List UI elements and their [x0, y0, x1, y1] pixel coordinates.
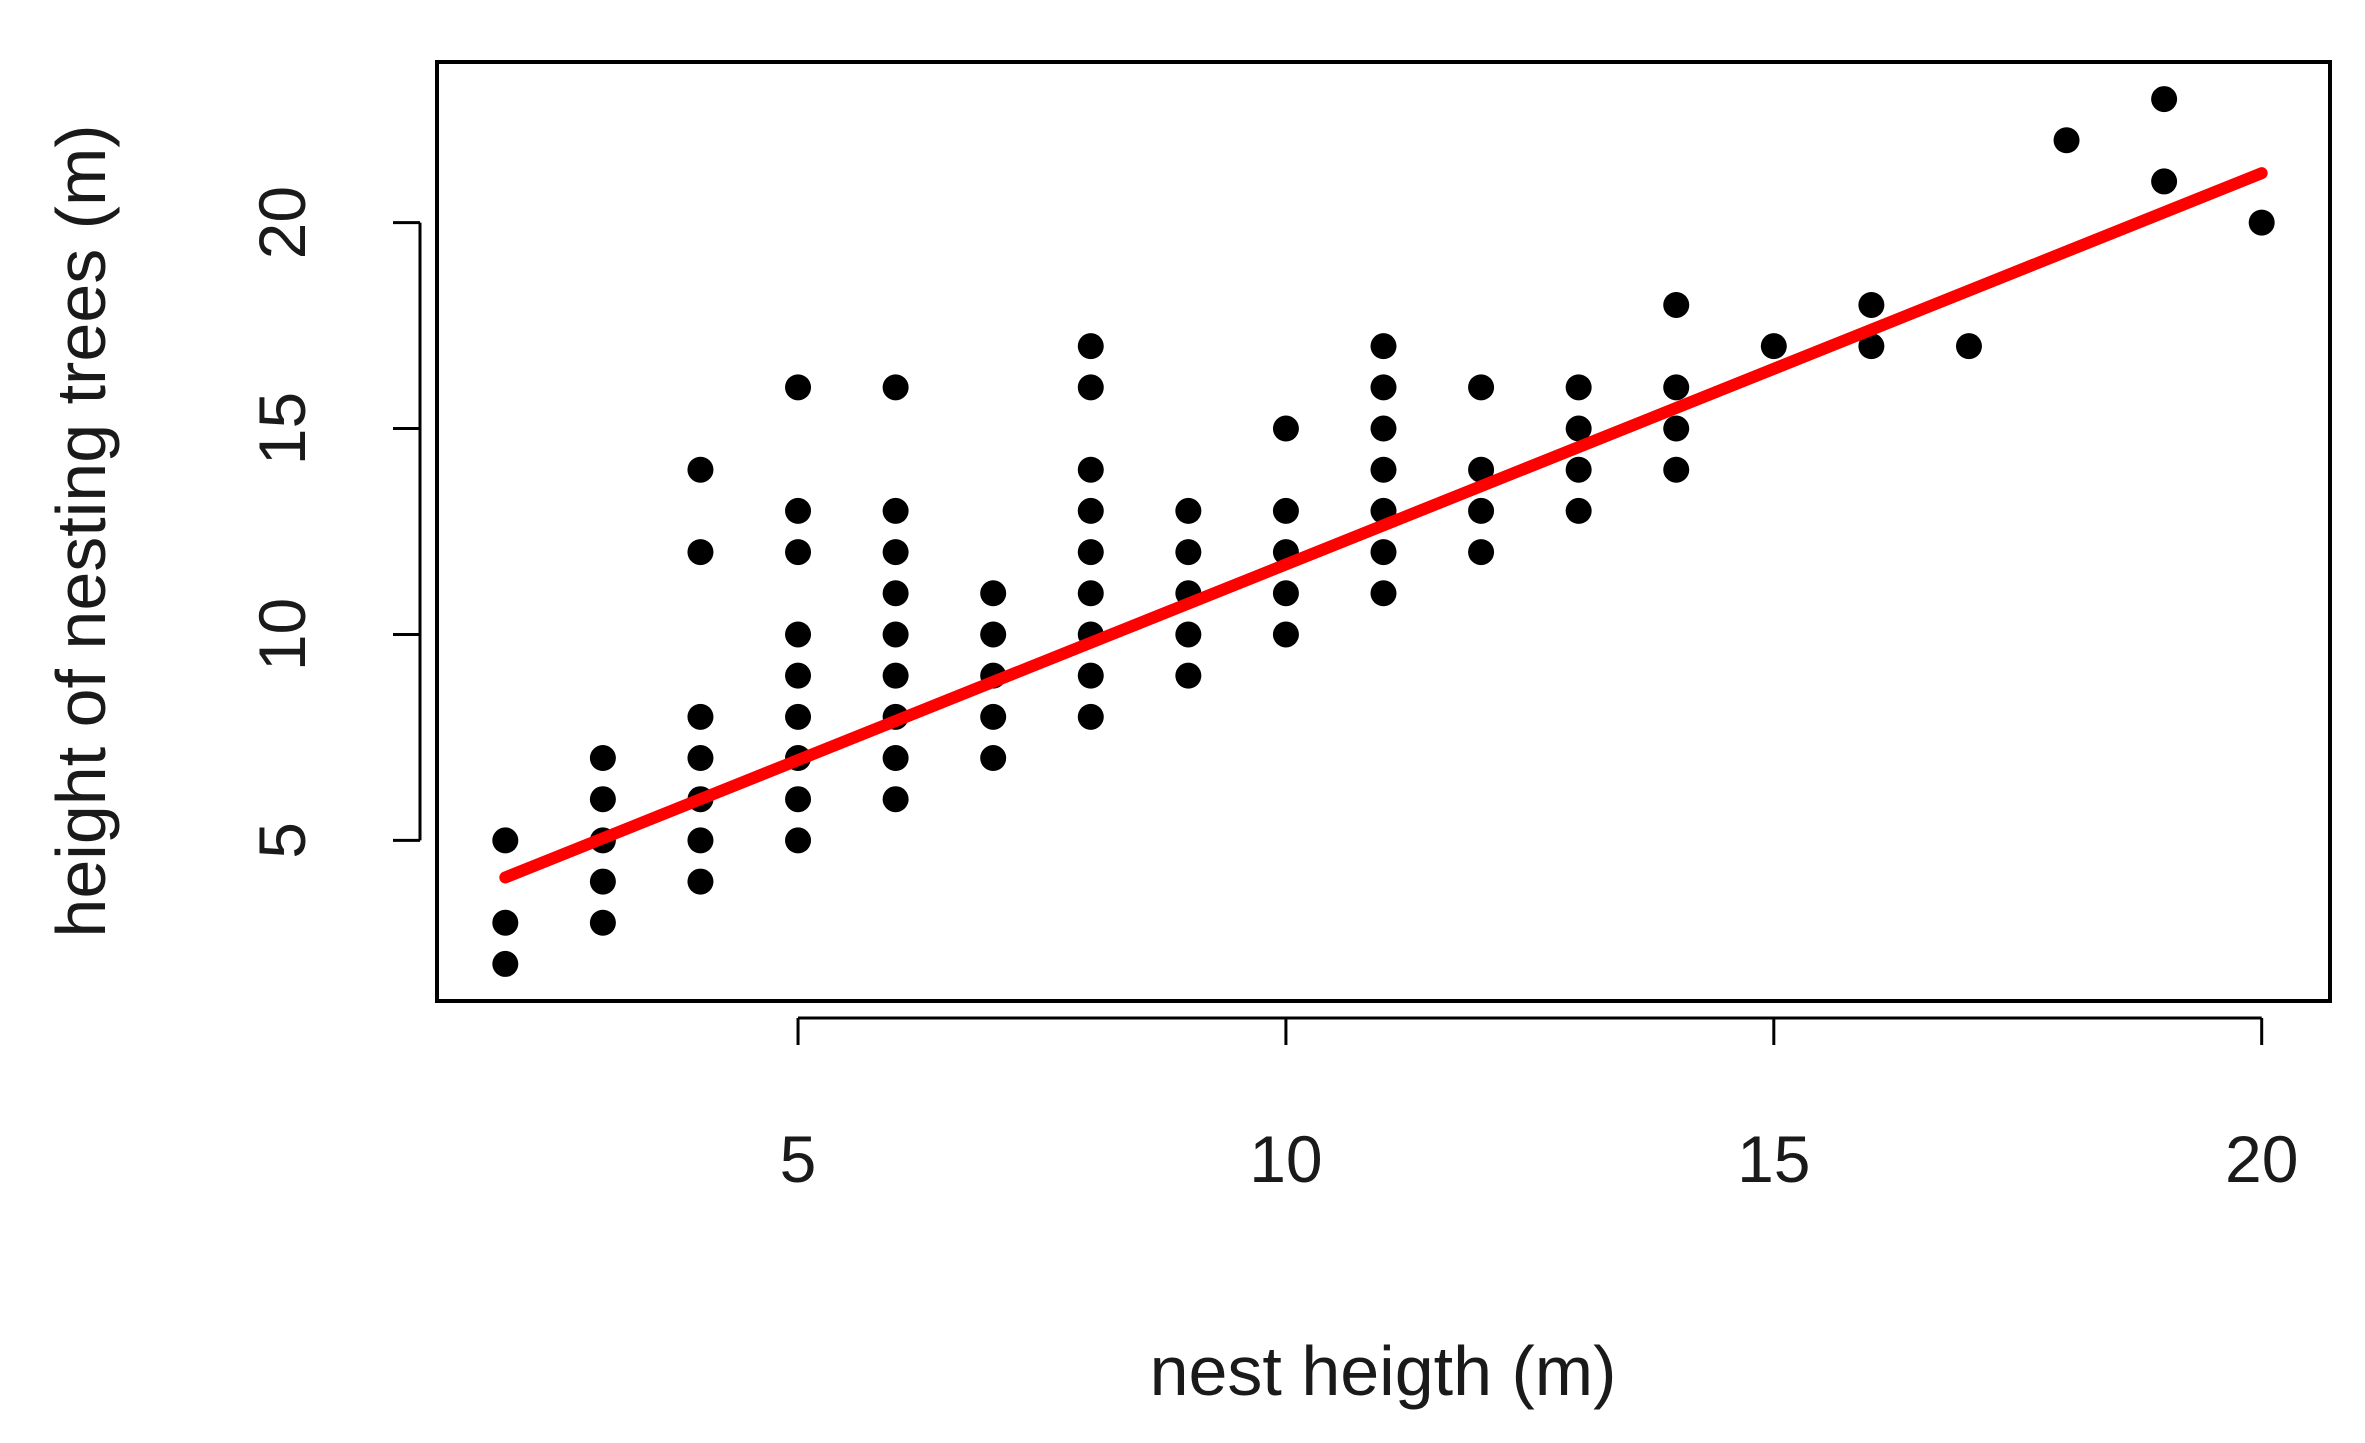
data-points — [492, 86, 2275, 977]
plot-frame — [435, 60, 2332, 1003]
data-point — [687, 868, 714, 895]
data-point — [687, 456, 714, 483]
y-tick-label: 10 — [245, 598, 319, 671]
data-point — [1565, 497, 1592, 524]
data-point — [1272, 621, 1299, 648]
x-tick-label: 10 — [1249, 1122, 1322, 1196]
data-point — [1370, 374, 1397, 401]
data-point — [1077, 703, 1104, 730]
data-point — [1468, 374, 1495, 401]
y-tick-label: 20 — [245, 186, 319, 259]
data-point — [492, 950, 519, 977]
data-point — [882, 662, 909, 689]
data-point — [1175, 497, 1202, 524]
data-point — [1077, 539, 1104, 566]
data-point — [882, 786, 909, 813]
data-point — [1077, 497, 1104, 524]
data-point — [980, 745, 1007, 772]
data-point — [1468, 456, 1495, 483]
data-point — [2248, 209, 2275, 236]
data-point — [1858, 333, 1885, 360]
data-point — [1565, 374, 1592, 401]
data-point — [785, 374, 812, 401]
data-point — [1370, 539, 1397, 566]
data-point — [1077, 456, 1104, 483]
data-point — [785, 827, 812, 854]
data-point — [980, 703, 1007, 730]
data-point — [687, 703, 714, 730]
data-point — [785, 539, 812, 566]
data-point — [1468, 539, 1495, 566]
data-point — [589, 868, 616, 895]
y-axis-title: height of nesting trees (m) — [42, 124, 120, 937]
data-point — [785, 662, 812, 689]
data-point — [882, 497, 909, 524]
data-point — [1565, 456, 1592, 483]
data-point — [687, 745, 714, 772]
x-axis-title: nest heigth (m) — [1150, 1332, 1617, 1410]
data-point — [1370, 415, 1397, 442]
data-point — [1468, 497, 1495, 524]
data-point — [785, 703, 812, 730]
data-point — [785, 621, 812, 648]
data-point — [492, 827, 519, 854]
data-point — [980, 621, 1007, 648]
data-point — [1272, 415, 1299, 442]
data-point — [1565, 415, 1592, 442]
y-axis: 5 10 15 20 — [245, 186, 422, 859]
data-point — [1077, 374, 1104, 401]
data-point — [882, 539, 909, 566]
data-point — [1370, 580, 1397, 607]
data-point — [1175, 539, 1202, 566]
data-point — [785, 786, 812, 813]
data-point — [1858, 291, 1885, 318]
data-point — [1077, 333, 1104, 360]
data-point — [882, 745, 909, 772]
x-tick-label: 15 — [1737, 1122, 1810, 1196]
data-point — [1663, 415, 1690, 442]
data-point — [589, 786, 616, 813]
x-tick-label: 20 — [2225, 1122, 2298, 1196]
data-point — [589, 909, 616, 936]
data-point — [1663, 291, 1690, 318]
data-point — [882, 621, 909, 648]
y-tick-label: 15 — [245, 392, 319, 465]
data-point — [2053, 127, 2080, 154]
x-axis: 5 10 15 20 — [780, 1016, 2298, 1196]
data-point — [1175, 662, 1202, 689]
data-point — [1370, 456, 1397, 483]
y-tick-label: 5 — [245, 822, 319, 859]
fit-line — [499, 167, 2268, 884]
data-point — [980, 580, 1007, 607]
data-point — [785, 497, 812, 524]
data-point — [882, 374, 909, 401]
data-point — [882, 580, 909, 607]
data-point — [1955, 333, 1982, 360]
data-point — [1077, 580, 1104, 607]
data-point — [1370, 333, 1397, 360]
data-point — [1760, 333, 1787, 360]
data-point — [1663, 374, 1690, 401]
data-point — [1175, 621, 1202, 648]
data-point — [687, 827, 714, 854]
x-tick-label: 5 — [780, 1122, 817, 1196]
data-point — [1272, 497, 1299, 524]
data-point — [2151, 86, 2178, 113]
data-point — [2151, 168, 2178, 195]
data-point — [1663, 456, 1690, 483]
data-point — [589, 745, 616, 772]
data-point — [687, 539, 714, 566]
data-point — [1077, 662, 1104, 689]
data-point — [1272, 580, 1299, 607]
regression-line — [499, 167, 2268, 884]
data-point — [492, 909, 519, 936]
